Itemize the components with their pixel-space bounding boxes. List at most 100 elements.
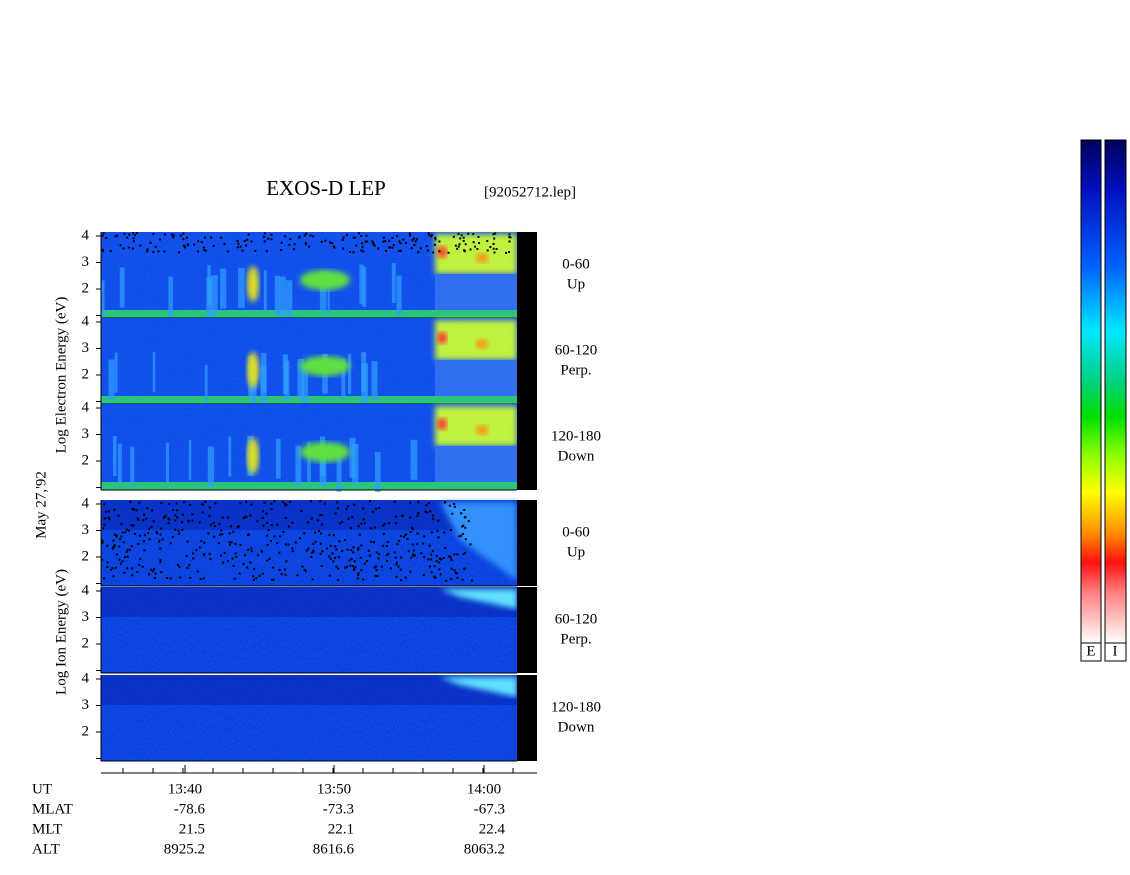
dropout — [106, 561, 109, 564]
dropout — [278, 551, 281, 554]
dropout — [338, 540, 341, 543]
streak — [319, 445, 327, 486]
dropout — [329, 557, 332, 560]
dropout — [508, 236, 511, 239]
dropout — [301, 565, 304, 568]
dropout — [172, 509, 175, 512]
dropout — [382, 236, 385, 239]
dropout — [402, 238, 405, 241]
streak — [362, 266, 367, 307]
dropout — [231, 557, 234, 560]
streak — [295, 445, 302, 486]
dropout — [170, 233, 173, 236]
dropout — [416, 515, 419, 518]
dropout — [360, 249, 363, 252]
dropout — [389, 567, 392, 570]
dropout — [109, 250, 112, 253]
dropout — [448, 504, 451, 507]
dropout — [148, 573, 151, 576]
dropout — [404, 241, 407, 244]
panel-angle: 120-180 — [551, 428, 601, 444]
dropout — [204, 249, 207, 252]
row-value: 21.5 — [179, 821, 205, 837]
dropout — [344, 539, 347, 542]
row-value: 8925.2 — [164, 841, 205, 857]
dropout — [282, 501, 285, 504]
dropout — [130, 545, 133, 548]
dropout — [291, 547, 294, 550]
dropout — [236, 246, 239, 249]
dropout — [371, 510, 374, 513]
streak — [391, 263, 396, 304]
dropout — [476, 248, 479, 251]
dropout — [463, 249, 466, 252]
dropout — [432, 517, 435, 520]
dropout — [372, 242, 375, 245]
dropout — [243, 240, 246, 243]
dropout — [154, 577, 157, 580]
dropout — [357, 573, 360, 576]
dropout — [261, 516, 264, 519]
dropout — [208, 514, 211, 517]
dropout — [111, 547, 114, 550]
dropout — [329, 544, 332, 547]
streak — [361, 352, 367, 393]
dropout — [303, 234, 306, 237]
dropout — [316, 519, 319, 522]
dropout — [430, 571, 433, 574]
dropout — [271, 578, 274, 581]
dropout — [328, 533, 331, 536]
dropout — [393, 551, 396, 554]
dropout — [202, 246, 205, 249]
dropout — [378, 553, 381, 556]
dropout — [383, 522, 386, 525]
dropout — [152, 520, 155, 523]
dropout — [458, 535, 461, 538]
dropout — [508, 240, 511, 243]
dropout — [237, 242, 240, 245]
dropout — [380, 565, 383, 568]
streak — [263, 270, 267, 311]
dropout — [102, 232, 105, 235]
dropout — [349, 527, 352, 530]
dropout — [249, 514, 252, 517]
dropout — [267, 529, 270, 532]
dropout — [398, 240, 401, 243]
dropout — [115, 534, 118, 537]
row-label: ALT — [32, 841, 60, 857]
dropout — [352, 236, 355, 239]
dropout — [262, 235, 265, 238]
dropout — [196, 570, 199, 573]
dropout — [250, 503, 253, 506]
row-value: -73.3 — [323, 801, 354, 817]
dropout — [233, 577, 236, 580]
panel-direction: Up — [567, 276, 585, 292]
dropout — [509, 236, 512, 239]
dropout — [367, 549, 370, 552]
dropout — [245, 500, 248, 503]
dropout — [252, 578, 255, 581]
y-tick-label: 4 — [82, 399, 90, 415]
dropout — [397, 565, 400, 568]
dropout — [409, 516, 412, 519]
dropout — [402, 514, 405, 517]
dropout — [457, 245, 460, 248]
dropout — [122, 247, 125, 250]
panel-angle: 60-120 — [555, 611, 598, 627]
streak — [108, 359, 115, 400]
dropout — [293, 243, 296, 246]
dropout — [415, 238, 418, 241]
dropout — [218, 533, 221, 536]
dropout — [462, 532, 465, 535]
dropout — [462, 239, 465, 242]
dropout — [221, 516, 224, 519]
dropout — [394, 515, 397, 518]
data-gap — [517, 587, 537, 673]
dropout — [470, 579, 473, 582]
streak — [301, 365, 309, 406]
dropout — [148, 527, 151, 530]
dropout — [453, 569, 456, 572]
streak — [220, 268, 227, 309]
dropout — [243, 516, 246, 519]
